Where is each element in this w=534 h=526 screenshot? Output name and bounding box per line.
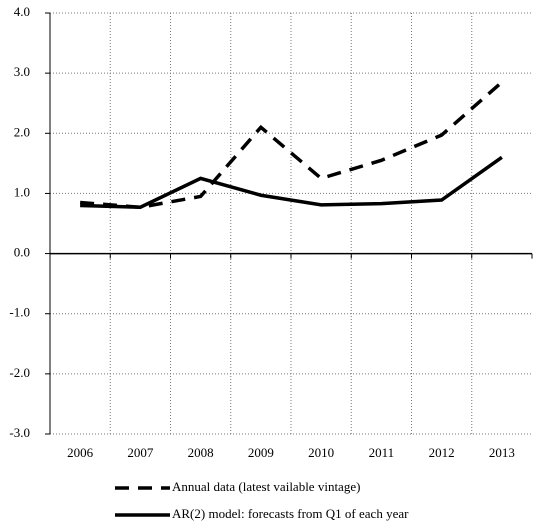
- y-tick-label: 1.0: [14, 184, 30, 199]
- x-tick-label: 2008: [188, 445, 214, 460]
- x-tick-label: 2010: [308, 445, 334, 460]
- x-tick-label: 2006: [67, 445, 94, 460]
- y-tick-label: 2.0: [14, 124, 30, 139]
- y-tick-label: -1.0: [9, 305, 30, 320]
- legend-label: Annual data (latest vailable vintage): [172, 479, 360, 494]
- x-tick-label: 2009: [248, 445, 274, 460]
- y-tick-label: -3.0: [9, 425, 30, 440]
- series-line: [80, 155, 503, 210]
- x-tick-label: 2011: [369, 445, 395, 460]
- y-tick-label: -2.0: [9, 365, 30, 380]
- x-tick-label: 2013: [489, 445, 515, 460]
- series-line: [79, 80, 504, 210]
- y-tick-label: 0.0: [14, 245, 30, 260]
- y-tick-label: 4.0: [14, 4, 30, 19]
- x-tick-label: 2007: [127, 445, 154, 460]
- legend-label: AR(2) model: forecasts from Q1 of each y…: [172, 506, 409, 521]
- x-tick-label: 2012: [429, 445, 455, 460]
- y-tick-label: 3.0: [14, 64, 30, 79]
